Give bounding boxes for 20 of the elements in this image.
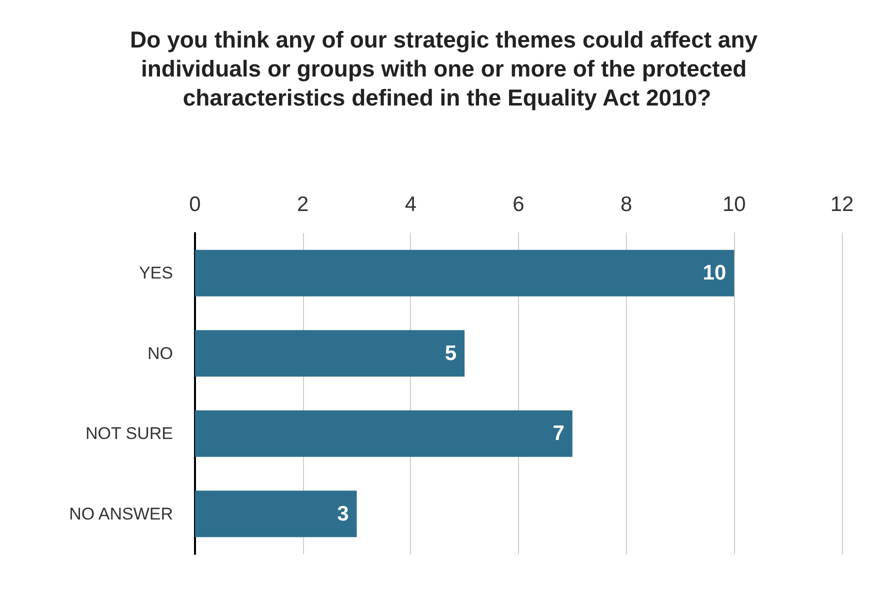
- bar: [195, 490, 357, 538]
- x-tick-label: 2: [296, 193, 309, 216]
- x-tick-label: 4: [404, 193, 417, 216]
- bar: [195, 330, 465, 377]
- chart-title: Do you think any of our strategic themes could affect any individuals or groups with one or more of the protected characteristics defined in the Equality Act 2010?: [130, 26, 764, 110]
- data-label: 7: [552, 422, 564, 446]
- x-tick-label: 0: [189, 193, 201, 216]
- y-tick-label: YES: [138, 264, 173, 283]
- y-tick-label: NO: [148, 344, 173, 363]
- y-tick-label: NO ANSWER: [69, 504, 173, 524]
- x-tick-label: 10: [722, 193, 746, 216]
- x-tick-label: 8: [620, 193, 632, 216]
- x-tick-label: 12: [830, 193, 854, 216]
- bar: [195, 410, 572, 457]
- bar: [195, 250, 734, 296]
- data-label: 10: [702, 262, 726, 285]
- data-label: 3: [337, 502, 349, 526]
- data-label: 5: [444, 342, 457, 365]
- x-tick-label: 6: [512, 193, 524, 216]
- y-tick-label: NOT SURE: [85, 424, 173, 444]
